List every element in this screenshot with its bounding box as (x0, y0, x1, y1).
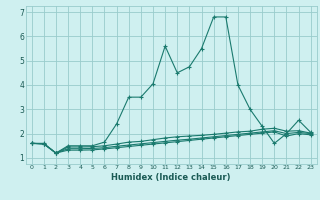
X-axis label: Humidex (Indice chaleur): Humidex (Indice chaleur) (111, 173, 231, 182)
